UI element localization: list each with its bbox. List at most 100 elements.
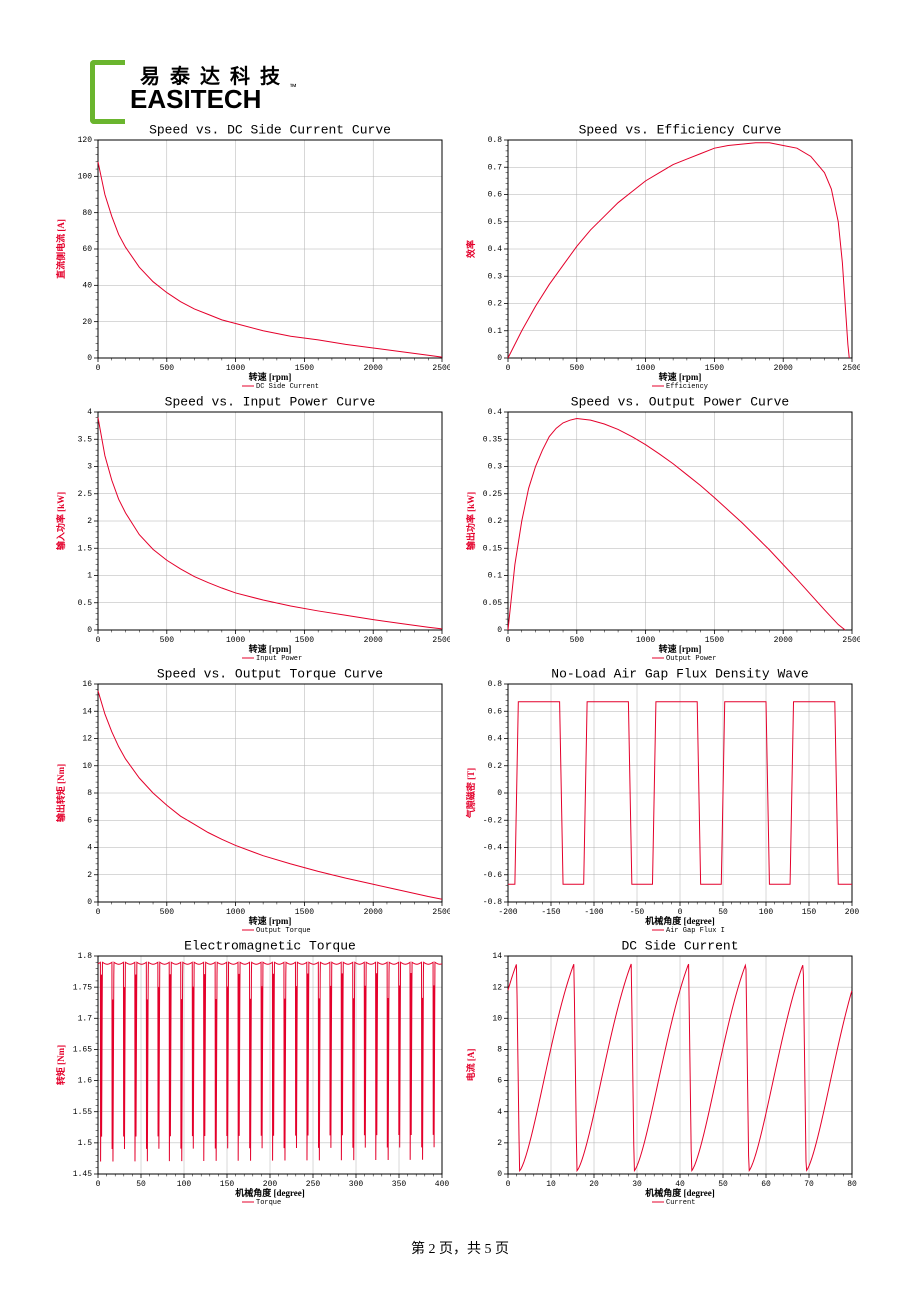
svg-text:0.6: 0.6 — [488, 191, 503, 200]
svg-text:转速 [rpm]: 转速 [rpm] — [659, 371, 702, 382]
page-footer: 第 2 页，共 5 页 — [0, 1238, 920, 1258]
chart-c7: 0501001502002503003504001.451.51.551.61.… — [50, 936, 450, 1208]
svg-text:0: 0 — [497, 354, 502, 363]
svg-text:20: 20 — [82, 318, 92, 327]
svg-text:1500: 1500 — [295, 908, 314, 917]
chart-c8: 0102030405060708002468101214DC Side Curr… — [460, 936, 860, 1208]
svg-text:Speed vs. Output Torque Curve: Speed vs. Output Torque Curve — [157, 666, 383, 681]
svg-text:0: 0 — [506, 636, 511, 645]
svg-text:2000: 2000 — [364, 908, 383, 917]
svg-text:0.15: 0.15 — [483, 544, 502, 553]
chart-c3: 0500100015002000250000.511.522.533.54Spe… — [50, 392, 450, 664]
svg-text:1.6: 1.6 — [78, 1077, 93, 1086]
brand-header: 易泰达科技 EASITECH ™ — [90, 60, 920, 120]
svg-text:0: 0 — [96, 908, 101, 917]
svg-text:0: 0 — [87, 626, 92, 635]
svg-text:1.45: 1.45 — [73, 1170, 92, 1179]
svg-text:30: 30 — [632, 1180, 642, 1189]
svg-text:Torque: Torque — [256, 1199, 281, 1207]
svg-text:1.75: 1.75 — [73, 983, 92, 992]
svg-text:3: 3 — [87, 463, 92, 472]
svg-text:转速 [rpm]: 转速 [rpm] — [659, 643, 702, 654]
svg-text:Output Power: Output Power — [666, 655, 716, 663]
svg-text:3.5: 3.5 — [78, 435, 93, 444]
svg-text:200: 200 — [845, 908, 860, 917]
svg-text:80: 80 — [82, 209, 92, 218]
svg-text:20: 20 — [589, 1180, 599, 1189]
svg-text:1000: 1000 — [636, 636, 655, 645]
svg-text:Output Torque: Output Torque — [256, 927, 311, 935]
svg-text:电流 [A]: 电流 [A] — [465, 1049, 476, 1082]
chart-c2: 0500100015002000250000.10.20.30.40.50.60… — [460, 120, 860, 392]
svg-text:Efficiency: Efficiency — [666, 383, 708, 391]
svg-text:2: 2 — [87, 517, 92, 526]
svg-text:转速 [rpm]: 转速 [rpm] — [249, 915, 292, 926]
svg-text:0.2: 0.2 — [488, 300, 503, 309]
svg-text:500: 500 — [160, 908, 175, 917]
svg-text:DC Side Current: DC Side Current — [256, 383, 319, 391]
svg-text:1.55: 1.55 — [73, 1108, 92, 1117]
svg-text:0.8: 0.8 — [488, 680, 503, 689]
logo-mark — [90, 60, 125, 124]
svg-text:10: 10 — [82, 762, 92, 771]
svg-text:1.7: 1.7 — [78, 1014, 93, 1023]
svg-text:0.5: 0.5 — [78, 599, 93, 608]
svg-text:0: 0 — [497, 1170, 502, 1179]
svg-text:10: 10 — [546, 1180, 556, 1189]
svg-text:0: 0 — [506, 1180, 511, 1189]
svg-text:0.25: 0.25 — [483, 490, 502, 499]
svg-text:0.3: 0.3 — [488, 463, 503, 472]
svg-text:-0.4: -0.4 — [483, 844, 502, 853]
svg-text:1.5: 1.5 — [78, 1139, 93, 1148]
svg-text:50: 50 — [718, 1180, 728, 1189]
svg-text:1.65: 1.65 — [73, 1046, 92, 1055]
svg-text:2000: 2000 — [364, 364, 383, 373]
svg-text:1500: 1500 — [705, 636, 724, 645]
svg-text:直流侧电流 [A]: 直流侧电流 [A] — [55, 219, 66, 279]
svg-text:-150: -150 — [541, 908, 560, 917]
svg-text:0.05: 0.05 — [483, 599, 502, 608]
svg-text:1000: 1000 — [226, 636, 245, 645]
svg-text:-100: -100 — [584, 908, 603, 917]
svg-text:100: 100 — [177, 1180, 192, 1189]
svg-text:100: 100 — [78, 172, 93, 181]
svg-text:0: 0 — [96, 1180, 101, 1189]
svg-text:0.2: 0.2 — [488, 517, 503, 526]
chart-c1: 05001000150020002500020406080100120Speed… — [50, 120, 450, 392]
svg-text:0.1: 0.1 — [488, 327, 503, 336]
svg-text:6: 6 — [497, 1077, 502, 1086]
svg-text:2500: 2500 — [842, 636, 860, 645]
svg-text:1000: 1000 — [226, 908, 245, 917]
svg-text:0: 0 — [96, 364, 101, 373]
svg-text:0.6: 0.6 — [488, 707, 503, 716]
svg-text:输出功率 [kW]: 输出功率 [kW] — [465, 492, 476, 550]
svg-text:1500: 1500 — [295, 364, 314, 373]
svg-text:气隙磁密 [T]: 气隙磁密 [T] — [465, 768, 476, 819]
svg-text:0: 0 — [87, 354, 92, 363]
svg-text:50: 50 — [136, 1180, 146, 1189]
chart-c4: 0500100015002000250000.050.10.150.20.250… — [460, 392, 860, 664]
svg-text:-50: -50 — [630, 908, 645, 917]
svg-text:转速 [rpm]: 转速 [rpm] — [249, 371, 292, 382]
svg-text:40: 40 — [82, 281, 92, 290]
svg-text:机械角度 [degree]: 机械角度 [degree] — [645, 1187, 715, 1198]
svg-text:2500: 2500 — [432, 636, 450, 645]
svg-text:-0.8: -0.8 — [483, 898, 502, 907]
svg-text:120: 120 — [78, 136, 93, 145]
svg-text:8: 8 — [497, 1046, 502, 1055]
svg-text:Input Power: Input Power — [256, 655, 302, 663]
svg-text:2.5: 2.5 — [78, 490, 93, 499]
svg-text:1000: 1000 — [226, 364, 245, 373]
svg-text:0.8: 0.8 — [488, 136, 503, 145]
svg-text:Speed vs. Output Power Curve: Speed vs. Output Power Curve — [571, 394, 789, 409]
svg-text:1: 1 — [87, 572, 92, 581]
svg-text:Electromagnetic Torque: Electromagnetic Torque — [184, 938, 356, 953]
svg-text:Speed vs. DC Side Current Curv: Speed vs. DC Side Current Curve — [149, 122, 391, 137]
svg-text:2: 2 — [87, 871, 92, 880]
brand-en: EASITECH — [130, 84, 261, 115]
svg-text:2000: 2000 — [774, 636, 793, 645]
svg-text:Speed vs. Efficiency Curve: Speed vs. Efficiency Curve — [579, 122, 782, 137]
svg-text:0: 0 — [497, 789, 502, 798]
chart-c6: -200-150-100-50050100150200-0.8-0.6-0.4-… — [460, 664, 860, 936]
svg-text:Air Gap Flux I: Air Gap Flux I — [666, 927, 725, 935]
